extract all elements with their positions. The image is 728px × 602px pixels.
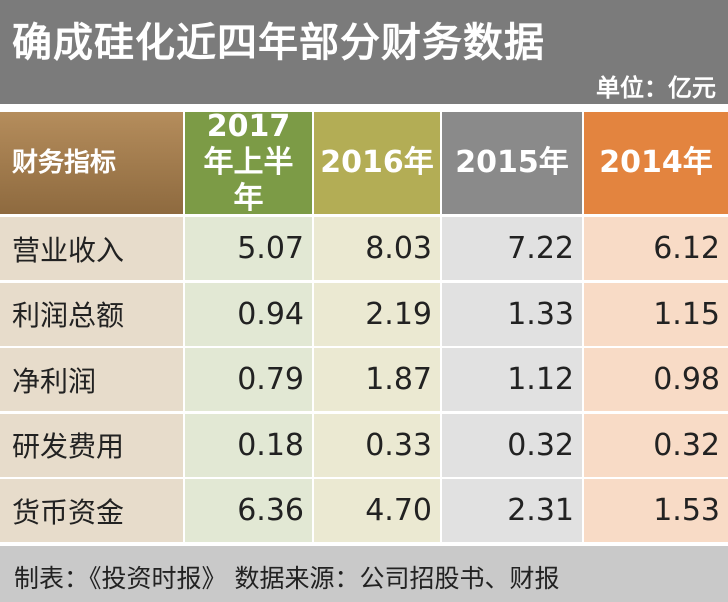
cell-value: 2.31 <box>442 479 582 542</box>
cell-value: 0.32 <box>584 413 728 477</box>
cell-value: 1.87 <box>314 348 440 411</box>
row-label: 净利润 <box>0 348 183 411</box>
cell-value: 0.33 <box>314 413 440 477</box>
cell-value: 0.98 <box>584 348 728 411</box>
cell-value: 1.12 <box>442 348 582 411</box>
cell-value: 0.94 <box>185 282 312 346</box>
column-header: 2016年 <box>314 112 440 214</box>
column-header: 财务指标 <box>0 112 183 214</box>
row-label: 营业收入 <box>0 217 183 280</box>
cell-value: 1.53 <box>584 479 728 542</box>
cell-value: 7.22 <box>442 217 582 280</box>
unit: 单位：亿元 <box>596 74 716 102</box>
cell-value: 5.07 <box>185 217 312 280</box>
cell-value: 6.12 <box>584 217 728 280</box>
cell-value: 8.03 <box>314 217 440 280</box>
cell-value: 2.19 <box>314 282 440 346</box>
row-label: 研发费用 <box>0 413 183 477</box>
footer-bar: 制表：《投资时报》 数据来源：公司招股书、财报 <box>0 546 728 602</box>
cell-value: 1.33 <box>442 282 582 346</box>
cell-value: 0.32 <box>442 413 582 477</box>
row-label: 利润总额 <box>0 282 183 346</box>
cell-value: 0.79 <box>185 348 312 411</box>
column-header: 2014年 <box>584 112 728 214</box>
row-label: 货币资金 <box>0 479 183 542</box>
title: 确成硅化近四年部分财务数据 <box>12 20 545 66</box>
column-header: 2017年上半年 <box>185 109 312 216</box>
cell-value: 4.70 <box>314 479 440 542</box>
cell-value: 6.36 <box>185 479 312 542</box>
column-header: 2015年 <box>442 112 582 214</box>
cell-value: 0.18 <box>185 413 312 477</box>
title-bar: 确成硅化近四年部分财务数据 单位：亿元 <box>0 0 728 104</box>
footer: 制表：《投资时报》 数据来源：公司招股书、财报 <box>14 564 560 593</box>
cell-value: 1.15 <box>584 282 728 346</box>
